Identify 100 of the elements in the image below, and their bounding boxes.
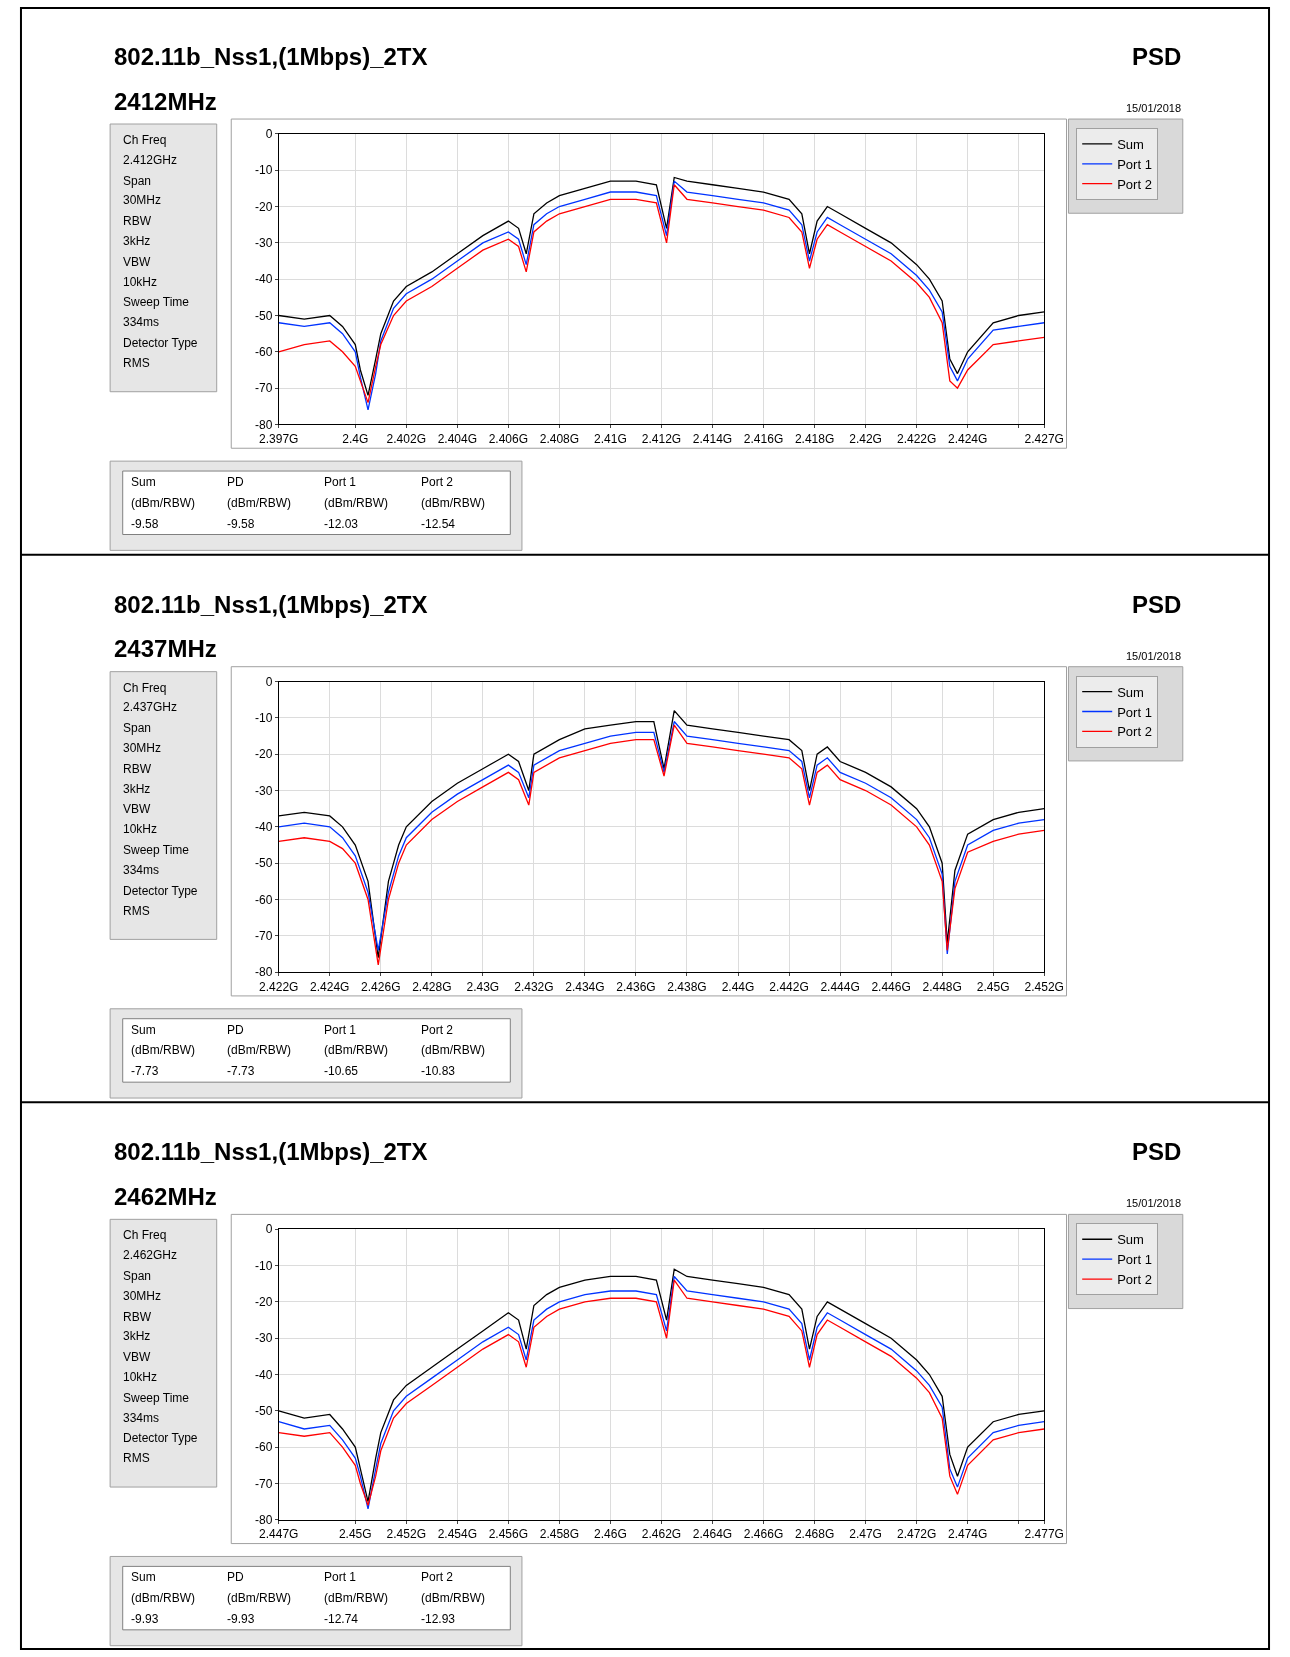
text: PD <box>227 1570 244 1584</box>
x-tick-label: 2.424G <box>947 431 988 446</box>
text: Port 2 <box>421 475 454 489</box>
x-tick-label: 2.462G <box>641 1527 682 1542</box>
x-tick-label: 2.442G <box>769 979 809 994</box>
text: Port 2 <box>421 1570 454 1584</box>
x-tick-label: 2.414G <box>692 431 733 446</box>
text: 15/01/2018 <box>1126 650 1182 662</box>
text: 3kHz <box>123 782 151 796</box>
text: Detector Type <box>123 884 198 898</box>
text: (dBm/RBW) <box>324 496 388 510</box>
x-tick-label: 2.418G <box>794 431 835 446</box>
y-tick-label: 0 <box>265 127 273 142</box>
text: 10kHz <box>123 275 158 289</box>
text: (dBm/RBW) <box>227 1043 291 1057</box>
text: PD <box>227 475 244 489</box>
text: -7.73 <box>227 1064 255 1078</box>
text: Ch Freq <box>123 1228 167 1242</box>
text: -9.58 <box>131 517 159 531</box>
y-tick-label: -20 <box>254 1295 273 1310</box>
y-tick-label: -70 <box>254 381 273 396</box>
legend-label: Sum <box>1117 1232 1144 1248</box>
y-tick-label: -60 <box>254 345 273 360</box>
text: Span <box>123 721 152 735</box>
x-tick-label: 2.464G <box>692 1527 733 1542</box>
y-tick-label: -80 <box>254 965 273 980</box>
x-tick-label: 2.452G <box>1024 979 1064 994</box>
text: Port 1 <box>324 475 357 489</box>
chart-subtitle: 2437MHz <box>114 635 217 662</box>
text: PSD <box>1132 1138 1182 1165</box>
x-tick-label: 2.427G <box>1024 431 1064 446</box>
y-tick-label: -20 <box>254 199 273 214</box>
chart-title: 802.11b_Nss1,(1Mbps)_2TX <box>114 1138 428 1165</box>
text: 3kHz <box>123 234 151 248</box>
text: (dBm/RBW) <box>227 496 291 510</box>
x-tick-label: 2.468G <box>794 1527 835 1542</box>
chart-title: 802.11b_Nss1,(1Mbps)_2TX <box>114 43 428 70</box>
text: (dBm/RBW) <box>324 1043 388 1057</box>
x-tick-label: 2.45G <box>976 979 1010 994</box>
text: Port 2 <box>421 1023 454 1037</box>
text: -12.03 <box>324 517 359 531</box>
x-tick-label: 2.444G <box>820 979 860 994</box>
text: Sum <box>131 475 156 489</box>
text: 2.437GHz <box>123 700 178 714</box>
x-tick-label: 2.477G <box>1024 1527 1064 1542</box>
x-tick-label: 2.456G <box>488 1527 529 1542</box>
x-tick-label: 2.452G <box>386 1527 426 1542</box>
text: 30MHz <box>123 193 162 207</box>
text: RMS <box>123 904 150 918</box>
text: -9.58 <box>227 517 255 531</box>
x-tick-label: 2.41G <box>594 431 627 446</box>
x-tick-label: 2.466G <box>743 1527 784 1542</box>
text: Sweep Time <box>123 843 190 857</box>
text: PSD <box>1132 43 1182 70</box>
x-tick-label: 2.422G <box>896 431 937 446</box>
x-tick-label: 2.46G <box>594 1527 627 1542</box>
text: -7.73 <box>131 1064 159 1078</box>
text: 334ms <box>123 863 160 877</box>
x-tick-label: 2.4G <box>342 431 369 446</box>
y-tick-label: 0 <box>265 1222 273 1237</box>
x-tick-label: 2.47G <box>849 1527 882 1542</box>
x-tick-label: 2.438G <box>667 979 707 994</box>
text: (dBm/RBW) <box>421 1591 485 1605</box>
x-tick-label: 2.45G <box>338 1527 372 1542</box>
x-tick-label: 2.446G <box>871 979 911 994</box>
legend-label: Port 1 <box>1117 156 1152 172</box>
text: PD <box>227 1023 244 1037</box>
text: VBW <box>123 1350 152 1364</box>
y-tick-label: -10 <box>254 163 273 178</box>
x-tick-label: 2.434G <box>565 979 605 994</box>
x-tick-label: 2.428G <box>412 979 452 994</box>
text: -12.74 <box>324 1612 359 1626</box>
text: (dBm/RBW) <box>131 1043 195 1057</box>
text: (dBm/RBW) <box>131 496 195 510</box>
y-tick-label: -10 <box>254 711 273 726</box>
text: (dBm/RBW) <box>421 496 485 510</box>
text: Sum <box>131 1023 156 1037</box>
text: -9.93 <box>131 1612 159 1626</box>
text: -10.65 <box>324 1064 359 1078</box>
text: 10kHz <box>123 822 158 836</box>
x-tick-label: 2.474G <box>947 1527 988 1542</box>
legend-label: Port 1 <box>1117 704 1152 720</box>
legend-label: Port 2 <box>1117 176 1152 192</box>
x-tick-label: 2.448G <box>922 979 962 994</box>
y-tick-label: -60 <box>254 1440 273 1455</box>
text: 334ms <box>123 315 160 329</box>
text: RBW <box>123 762 152 776</box>
text: Ch Freq <box>123 133 167 147</box>
legend-label: Port 2 <box>1117 1272 1152 1288</box>
text: RMS <box>123 1451 150 1465</box>
y-tick-label: -20 <box>254 747 273 762</box>
y-tick-label: -70 <box>254 929 273 943</box>
text: 334ms <box>123 1411 160 1425</box>
text: 30MHz <box>123 741 162 755</box>
y-tick-label: -30 <box>254 236 273 251</box>
text: 3kHz <box>123 1329 151 1343</box>
x-tick-label: 2.406G <box>488 431 529 446</box>
text: -9.93 <box>227 1612 255 1626</box>
chart-subtitle: 2412MHz <box>114 88 217 115</box>
y-tick-label: -60 <box>254 892 273 907</box>
